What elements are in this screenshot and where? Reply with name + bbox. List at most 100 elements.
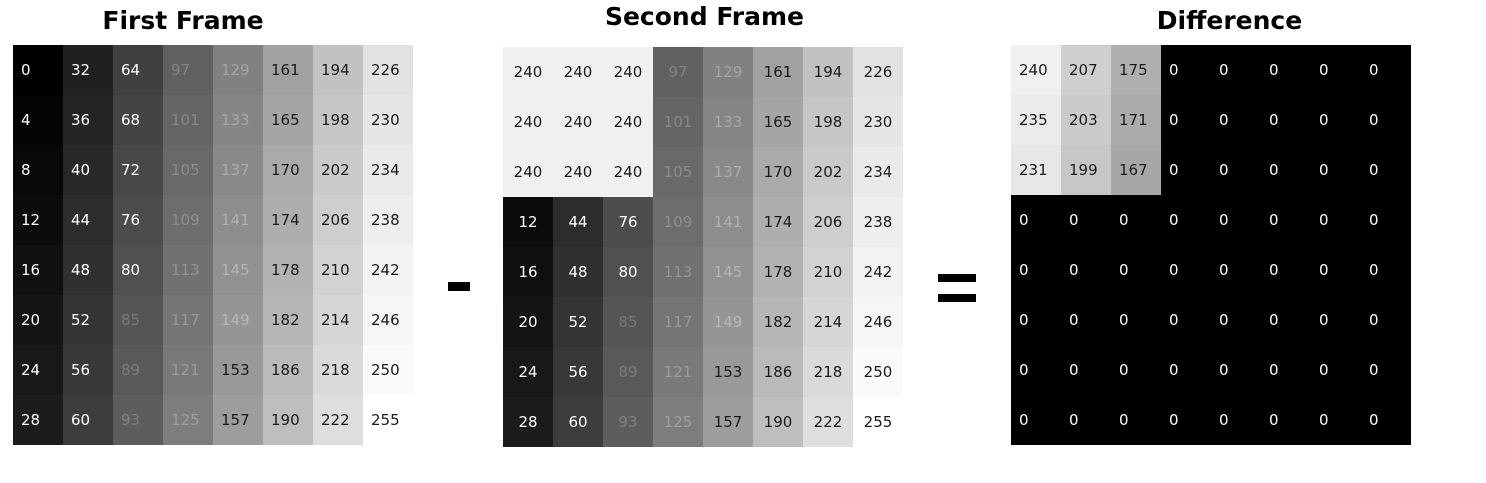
matrix-cell: 242 [853,247,903,297]
matrix-cell: 174 [263,195,313,245]
matrix-cell: 125 [163,395,213,445]
matrix-cell: 0 [1161,395,1211,445]
matrix-cell: 149 [703,297,753,347]
matrix-cell: 153 [703,347,753,397]
matrix-cell: 0 [1311,95,1361,145]
matrix-cell: 72 [113,145,163,195]
matrix-cell: 0 [1111,295,1161,345]
matrix-cell: 0 [1011,245,1061,295]
matrix-cell: 210 [803,247,853,297]
matrix-cell: 240 [553,47,603,97]
matrix-cell: 0 [1261,395,1311,445]
matrix-cell: 0 [1311,345,1361,395]
matrix-cell: 68 [113,95,163,145]
matrix-cell: 0 [1361,395,1411,445]
matrix-cell: 165 [263,95,313,145]
matrix-cell: 0 [1061,295,1111,345]
matrix-cell: 0 [1011,345,1061,395]
matrix-cell: 141 [213,195,263,245]
matrix-cell: 207 [1061,45,1111,95]
matrix-cell: 0 [1311,45,1361,95]
matrix-cell: 0 [1311,395,1361,445]
difference-title: Difference [1156,6,1303,35]
matrix-cell: 117 [653,297,703,347]
matrix-cell: 0 [1311,295,1361,345]
matrix-cell: 56 [63,345,113,395]
matrix-cell: 218 [313,345,363,395]
minus-operator [448,282,470,291]
matrix-cell: 52 [553,297,603,347]
matrix-cell: 240 [1011,45,1061,95]
matrix-cell: 165 [753,97,803,147]
matrix-cell: 226 [853,47,903,97]
matrix-cell: 85 [113,295,163,345]
matrix-cell: 64 [113,45,163,95]
matrix-cell: 178 [753,247,803,297]
matrix-cell: 190 [753,397,803,447]
matrix-cell: 230 [853,97,903,147]
matrix-cell: 20 [503,297,553,347]
matrix-cell: 0 [1261,195,1311,245]
matrix-cell: 0 [1261,95,1311,145]
matrix-cell: 240 [553,97,603,147]
matrix-cell: 129 [213,45,263,95]
matrix-cell: 0 [1311,145,1361,195]
matrix-cell: 8 [13,145,63,195]
matrix-cell: 199 [1061,145,1111,195]
matrix-cell: 0 [1211,195,1261,245]
matrix-cell: 0 [1261,345,1311,395]
matrix-cell: 206 [803,197,853,247]
matrix-cell: 186 [263,345,313,395]
second-frame-title: Second Frame [604,2,805,31]
matrix-cell: 255 [853,397,903,447]
matrix-cell: 16 [13,245,63,295]
matrix-cell: 28 [13,395,63,445]
matrix-cell: 0 [1161,195,1211,245]
matrix-cell: 117 [163,295,213,345]
matrix-cell: 44 [553,197,603,247]
matrix-cell: 101 [163,95,213,145]
matrix-cell: 137 [703,147,753,197]
matrix-cell: 0 [1261,45,1311,95]
matrix-cell: 182 [263,295,313,345]
matrix-cell: 175 [1111,45,1161,95]
matrix-cell: 0 [1211,395,1261,445]
matrix-cell: 0 [1211,95,1261,145]
matrix-cell: 0 [1211,345,1261,395]
matrix-cell: 28 [503,397,553,447]
matrix-cell: 231 [1011,145,1061,195]
matrix-cell: 0 [1161,245,1211,295]
first-frame-grid: 0 32 64 97 129 161 194 226 4 36 68 101 133 165 198 230 8… [13,45,413,445]
matrix-cell: 240 [503,147,553,197]
matrix-cell: 0 [1111,195,1161,245]
matrix-cell: 157 [213,395,263,445]
matrix-cell: 48 [553,247,603,297]
matrix-cell: 109 [163,195,213,245]
matrix-cell: 0 [1111,245,1161,295]
matrix-cell: 250 [363,345,413,395]
matrix-cell: 80 [113,245,163,295]
first-frame-title: First Frame [102,6,264,35]
matrix-cell: 44 [63,195,113,245]
matrix-cell: 0 [1361,45,1411,95]
equals-operator-bottom [938,294,976,302]
matrix-cell: 80 [603,247,653,297]
matrix-cell: 113 [653,247,703,297]
matrix-cell: 0 [1261,245,1311,295]
matrix-cell: 145 [213,245,263,295]
matrix-cell: 0 [1161,345,1211,395]
matrix-cell: 93 [113,395,163,445]
matrix-cell: 40 [63,145,113,195]
matrix-cell: 198 [803,97,853,147]
matrix-cell: 0 [1361,345,1411,395]
matrix-cell: 60 [63,395,113,445]
matrix-cell: 56 [553,347,603,397]
matrix-cell: 4 [13,95,63,145]
matrix-cell: 240 [603,97,653,147]
matrix-cell: 222 [803,397,853,447]
matrix-cell: 97 [163,45,213,95]
matrix-cell: 76 [113,195,163,245]
matrix-cell: 234 [853,147,903,197]
matrix-cell: 0 [1011,295,1061,345]
matrix-cell: 202 [313,145,363,195]
